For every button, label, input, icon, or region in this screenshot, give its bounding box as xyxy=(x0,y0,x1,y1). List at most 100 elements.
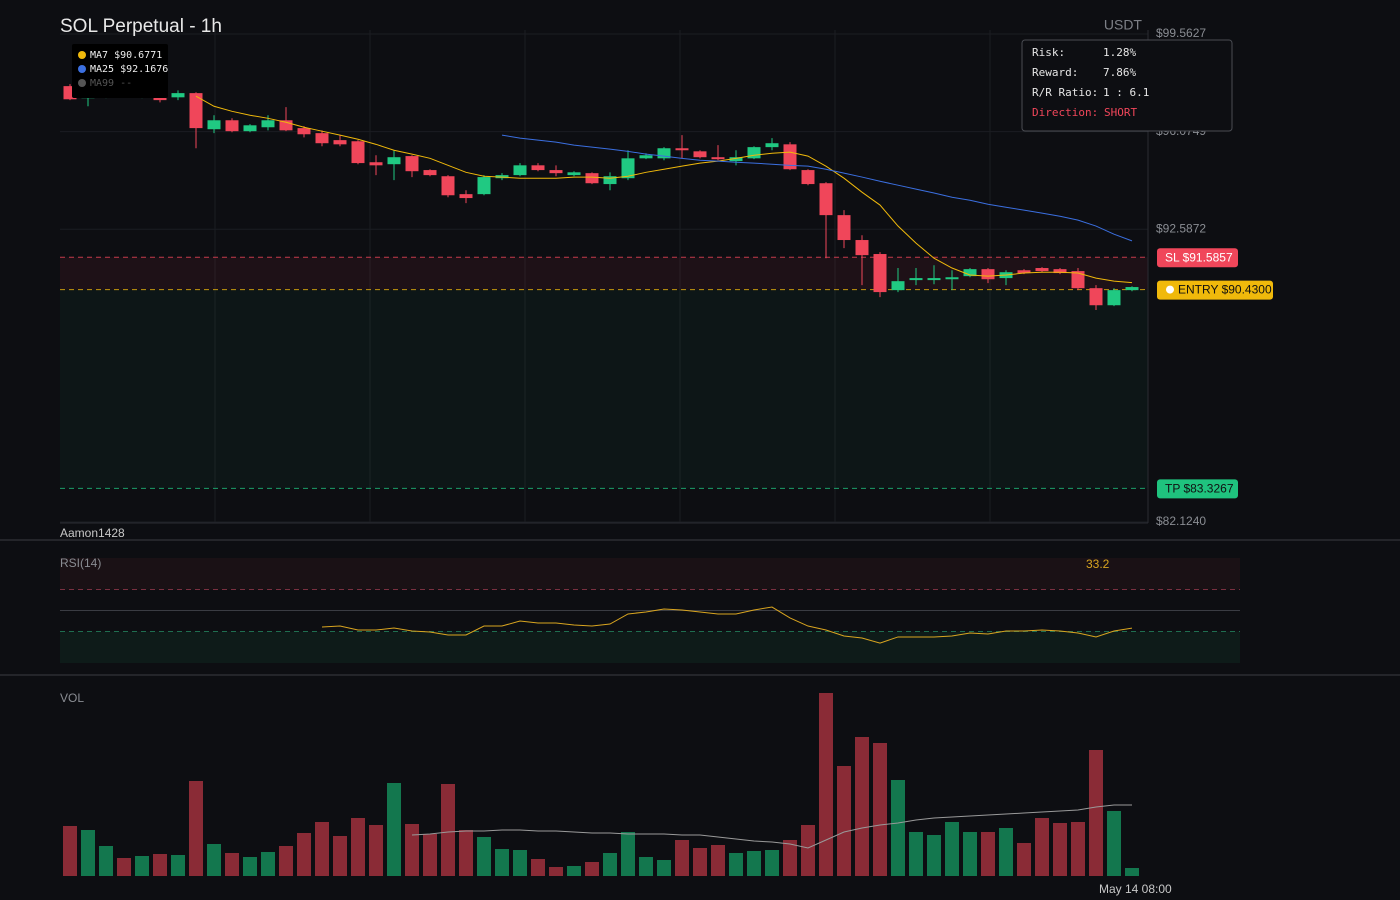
level-label: SL $91.5857 xyxy=(1165,250,1233,264)
level-badge xyxy=(1157,479,1238,499)
candle-body xyxy=(657,148,671,159)
volume-bar xyxy=(801,825,815,876)
volume-bar xyxy=(693,848,707,876)
legend-text: MA99 -- xyxy=(90,78,132,89)
volume-ma xyxy=(411,804,1132,849)
volume-bar xyxy=(999,828,1013,876)
volume-bar xyxy=(495,849,509,876)
volume-bar xyxy=(927,835,941,876)
candle-body xyxy=(891,281,905,291)
ma-line xyxy=(195,95,1133,284)
info-label: Direction: xyxy=(1032,106,1098,119)
volume-bar xyxy=(81,830,95,876)
overlays: SL $91.5857 ENTRY $90.4300 TP $83.3267 MA7 … xyxy=(72,39,1273,499)
volume-bar xyxy=(891,780,905,876)
candle-body xyxy=(567,172,581,176)
candle-body xyxy=(693,151,707,158)
volume-bar xyxy=(369,825,383,876)
volume-bar xyxy=(963,832,977,876)
entry-dot xyxy=(1166,285,1174,294)
candle-body xyxy=(297,128,311,135)
volume-bar xyxy=(945,822,959,876)
legend-dot xyxy=(78,65,86,73)
candle-body xyxy=(279,120,293,131)
candle-body xyxy=(1125,287,1139,291)
level-badge xyxy=(1157,248,1238,268)
volume-bar xyxy=(441,784,455,876)
candle-body xyxy=(1053,269,1067,274)
candle-body xyxy=(189,93,203,129)
volume-bar xyxy=(351,818,365,876)
price-panel xyxy=(60,84,1240,876)
volume-bar xyxy=(477,837,491,876)
volume-bar xyxy=(1053,823,1067,876)
volume-bar xyxy=(423,834,437,876)
volume-bar xyxy=(1089,750,1103,876)
candle-body xyxy=(729,157,743,162)
candle-body xyxy=(1017,270,1031,274)
time-label: May 14 08:00 xyxy=(1099,882,1172,896)
candle-body xyxy=(513,165,527,176)
candle-body xyxy=(711,157,725,160)
volume-bar xyxy=(333,836,347,876)
legend-dot xyxy=(78,79,86,87)
legend-box xyxy=(72,44,168,98)
volume-bar xyxy=(819,693,833,876)
volume-bar xyxy=(135,856,149,876)
vol-title: VOL xyxy=(60,691,84,705)
candle-body xyxy=(639,155,653,159)
title: SOL Perpetual - 1h xyxy=(60,16,222,37)
volume-bar xyxy=(1017,843,1031,876)
volume-bar xyxy=(387,783,401,876)
y-tick-label: $99.5627 xyxy=(1156,26,1206,40)
candle-body xyxy=(765,143,779,148)
volume-bar xyxy=(1035,818,1049,876)
volume-bar xyxy=(225,853,239,876)
ma-line xyxy=(501,134,1133,242)
volume-bar xyxy=(171,855,185,876)
volume-bar xyxy=(603,853,617,876)
candle-body xyxy=(603,176,617,185)
info-value: 1.28% xyxy=(1103,46,1136,59)
candle-body xyxy=(1035,268,1049,272)
volume-bar xyxy=(675,840,689,876)
candle-body xyxy=(243,125,257,132)
info-label: R/R Ratio: xyxy=(1032,86,1098,99)
candle-body xyxy=(1107,290,1121,306)
rsi-value: 33.2 xyxy=(1086,557,1110,571)
candle-body xyxy=(171,93,185,98)
volume-bar xyxy=(981,832,995,876)
volume-bar xyxy=(189,781,203,876)
candle-body xyxy=(927,278,941,281)
volume-bar xyxy=(747,851,761,876)
volume-bar xyxy=(459,830,473,876)
candle-body xyxy=(315,133,329,144)
candle-body xyxy=(981,269,995,280)
reward-zone xyxy=(60,289,1148,489)
candle-body xyxy=(837,215,851,241)
candle-body xyxy=(423,170,437,176)
volume-bar xyxy=(585,862,599,876)
candle-body xyxy=(621,158,635,179)
y-tick-label: $92.5872 xyxy=(1156,221,1206,235)
volume-bar xyxy=(567,866,581,876)
candle-body xyxy=(333,140,347,145)
candle-body xyxy=(441,176,455,196)
legend-text: MA7 $90.6771 xyxy=(90,50,162,61)
candle-body xyxy=(405,156,419,172)
volume-bar xyxy=(909,832,923,876)
volume-bar xyxy=(261,852,275,876)
volume-bar xyxy=(297,833,311,876)
info-value: SHORT xyxy=(1104,106,1137,119)
candle-body xyxy=(873,254,887,293)
y-tick-label: $82.1240 xyxy=(1156,514,1206,528)
volume-bar xyxy=(207,844,221,876)
candle-body xyxy=(459,194,473,199)
volume-bar xyxy=(549,867,563,876)
volume-bar xyxy=(315,822,329,876)
info-value: 1 : 6.1 xyxy=(1103,86,1149,99)
legend-text: MA25 $92.1676 xyxy=(90,64,168,75)
volume-bar xyxy=(837,766,851,876)
rsi-overbought xyxy=(60,558,1240,590)
